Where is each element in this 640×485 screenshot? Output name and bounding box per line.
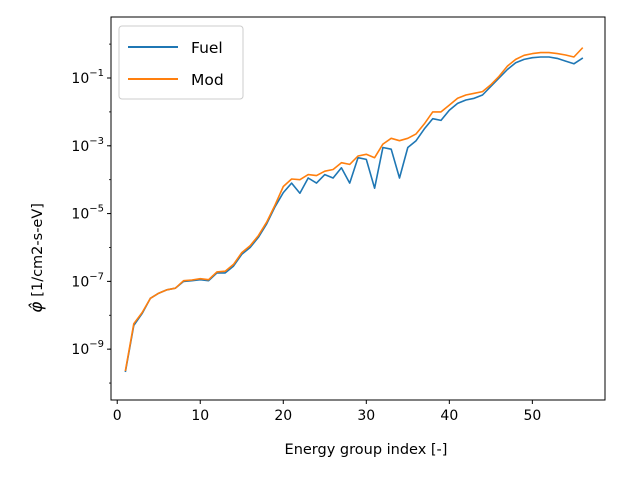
y-axis-label-units: [1/cm2-s-eV]: [30, 203, 46, 297]
series-line-mod: [124, 47, 584, 372]
series-line-fuel: [124, 56, 584, 373]
x-tick-label: 0: [113, 408, 122, 424]
x-tick-label: 20: [274, 408, 292, 424]
x-tick-label: 30: [357, 408, 375, 424]
x-axis-label: Energy group index [-]: [285, 442, 448, 458]
y-tick-label: 10−1: [71, 68, 104, 87]
x-axis: 0 10 20 30 40 50: [113, 400, 541, 424]
plot-frame: [110, 16, 606, 401]
x-tick-label: 50: [523, 408, 541, 424]
y-axis-label: φ̂ [1/cm2-s-eV]: [27, 203, 47, 313]
y-axis: 10−9 10−7 10−5 10−3 10−1: [71, 43, 111, 384]
series-layer: [124, 47, 584, 373]
legend-label-fuel: Fuel: [191, 39, 223, 57]
y-tick-label: 10−9: [71, 339, 104, 358]
x-tick-label: 40: [440, 408, 458, 424]
legend: Fuel Mod: [118, 25, 244, 100]
y-tick-label: 10−3: [71, 136, 104, 155]
y-tick-label: 10−5: [71, 204, 104, 223]
legend-box: [118, 25, 244, 100]
y-tick-label: 10−7: [71, 271, 104, 290]
y-axis-label-symbol: φ̂: [27, 301, 47, 313]
x-tick-label: 10: [191, 408, 209, 424]
legend-label-mod: Mod: [191, 71, 224, 89]
